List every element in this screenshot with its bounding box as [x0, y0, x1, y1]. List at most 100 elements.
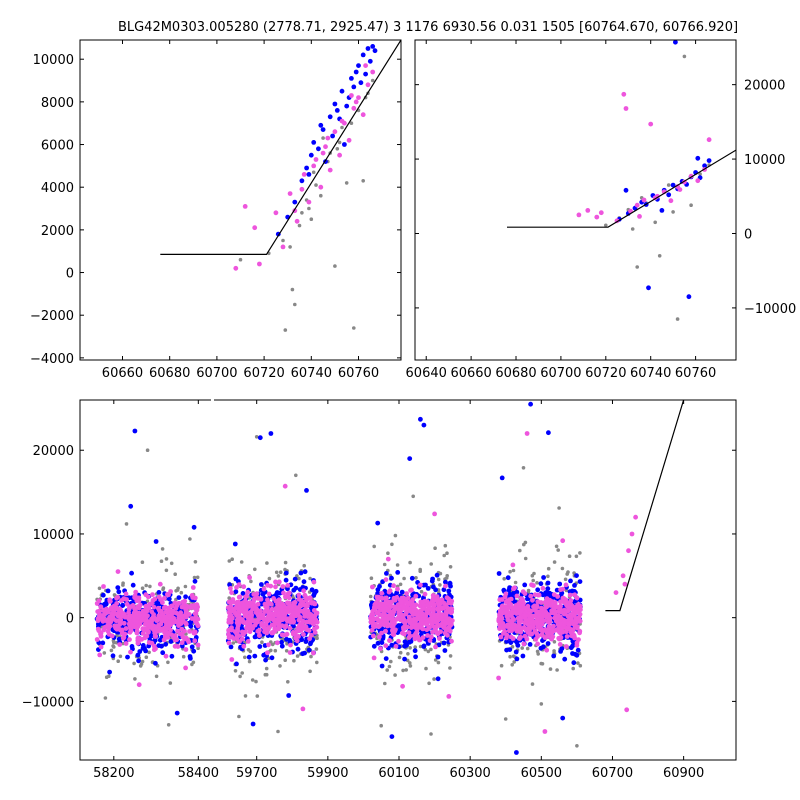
gray-point [124, 522, 129, 526]
gray-point [274, 570, 279, 575]
gray-point [264, 666, 269, 671]
magenta-point [535, 641, 540, 647]
magenta-point [287, 650, 293, 655]
gray-point [523, 556, 528, 561]
gray-point [536, 652, 540, 656]
magenta-point [127, 637, 132, 642]
magenta-point [270, 617, 276, 623]
blue-point [423, 582, 428, 588]
magenta-point [561, 619, 567, 625]
gray-point [243, 655, 247, 660]
magenta-point [158, 597, 164, 603]
magenta-point [505, 606, 510, 612]
magenta-point [501, 631, 506, 636]
magenta-point [497, 608, 503, 614]
magenta-point [311, 608, 317, 613]
magenta-point [381, 622, 387, 628]
magenta-point [175, 628, 181, 634]
blue-point [283, 570, 289, 576]
gray-point [231, 641, 236, 645]
gray-point [442, 553, 447, 558]
magenta-point [383, 643, 389, 649]
magenta-point [434, 594, 440, 599]
y-tick-label: 2000 [41, 224, 74, 239]
magenta-point [275, 640, 280, 646]
magenta-point [110, 613, 116, 618]
magenta-point [243, 620, 249, 626]
magenta-point [420, 635, 426, 640]
blue-point [434, 572, 440, 578]
magenta-point [497, 626, 502, 631]
gray-point [406, 652, 410, 656]
gray-point [531, 578, 535, 583]
blue-point [284, 636, 289, 642]
y-tick-label: −10000 [22, 695, 74, 710]
magenta-point [390, 623, 396, 629]
magenta-point [428, 601, 434, 606]
magenta-point [134, 628, 140, 634]
gray-point [657, 254, 662, 258]
full-light-curve-axes: 58200 58400 59700 59900 60100 60300 60500 60700… [22, 396, 737, 781]
full-light-curve-x-ticks: 58200 58400 59700 59900 60100 60300 60500 60700… [93, 400, 704, 781]
blue-point [128, 503, 134, 509]
y-tick-label: 0 [66, 612, 74, 627]
blue-point [435, 654, 441, 660]
magenta-point [432, 511, 437, 517]
blue-point [389, 575, 394, 581]
magenta-point [151, 643, 157, 649]
magenta-point [574, 609, 580, 615]
magenta-point [146, 640, 152, 645]
magenta-point [234, 636, 240, 642]
magenta-point [528, 624, 534, 630]
gray-point [546, 566, 551, 571]
magenta-point [162, 595, 167, 601]
blue-point [189, 644, 195, 650]
gray-point [510, 663, 514, 667]
gray-point [370, 78, 375, 83]
magenta-point [236, 600, 241, 606]
magenta-point [543, 627, 548, 633]
gray-point [574, 554, 579, 559]
magenta-point [262, 601, 268, 607]
full-light-curve-series [94, 401, 638, 755]
magenta-point [229, 625, 234, 631]
magenta-point [127, 629, 133, 635]
gray-point [575, 744, 579, 748]
gray-point [448, 565, 453, 569]
gray-point [512, 660, 516, 664]
blue-point [176, 595, 182, 600]
magenta-point [162, 616, 167, 621]
magenta-point [243, 594, 249, 600]
magenta-point [241, 603, 247, 609]
gray-point [112, 593, 117, 597]
magenta-point [413, 623, 419, 628]
magenta-point [149, 601, 155, 607]
magenta-point [425, 609, 431, 615]
magenta-point [181, 600, 187, 606]
gray-point [314, 183, 318, 187]
y-tick-label: 10000 [744, 153, 785, 168]
full-light-curve-model [605, 400, 685, 612]
x-tick-label: 60680 [149, 366, 190, 381]
magenta-point [439, 606, 445, 612]
blue-point [260, 592, 266, 597]
magenta-point [318, 184, 324, 190]
gray-point [349, 121, 354, 125]
blue-point [283, 577, 289, 583]
blue-point [567, 589, 573, 595]
blue-point [499, 475, 505, 481]
magenta-point [261, 586, 267, 592]
zoom-linear-x-ticks: 60660 60680 60700 60720 60740 60760 [102, 40, 379, 381]
magenta-point [626, 548, 631, 554]
blue-point [568, 578, 573, 584]
magenta-point [511, 586, 517, 592]
magenta-point [391, 583, 396, 589]
gray-point [552, 640, 557, 644]
blue-point [577, 579, 583, 584]
magenta-point [524, 431, 530, 436]
blue-point [546, 430, 551, 436]
magenta-point [290, 610, 296, 616]
gray-point [133, 677, 137, 681]
blue-point [379, 663, 385, 669]
